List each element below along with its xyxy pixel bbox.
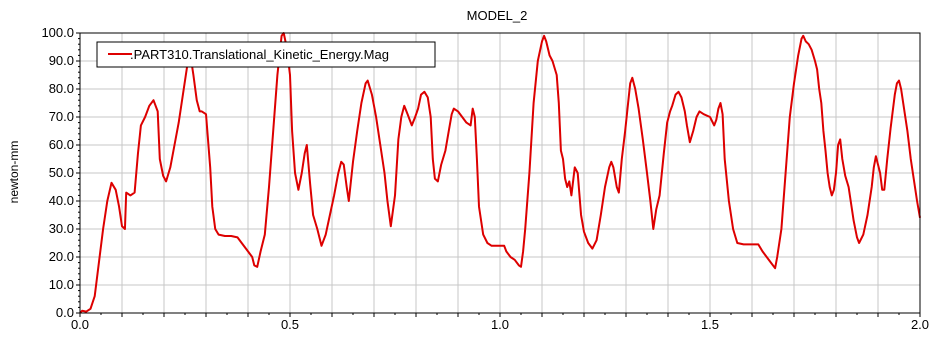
y-tick-label: 40.0 (49, 193, 74, 208)
legend-box (96, 41, 436, 68)
chart-title: MODEL_2 (467, 8, 528, 23)
y-tick-label: 90.0 (49, 53, 74, 68)
x-axis: 0.0 0.5 1.0 1.5 2.0 (71, 313, 929, 332)
grid (79, 32, 921, 314)
series-line (79, 32, 921, 314)
y-tick-label: 30.0 (49, 221, 74, 236)
y-tick-label: 100.0 (41, 25, 74, 40)
y-tick-label: 60.0 (49, 137, 74, 152)
x-tick-label: 1.0 (491, 317, 509, 332)
y-tick-label: 50.0 (49, 165, 74, 180)
x-tick-label: 2.0 (911, 317, 929, 332)
series-layer (79, 32, 921, 314)
y-tick-label: 10.0 (49, 277, 74, 292)
y-tick-label: 20.0 (49, 249, 74, 264)
x-tick-label: 0.5 (281, 317, 299, 332)
y-tick-label: 80.0 (49, 81, 74, 96)
legend[interactable]: .PART310.Translational_Kinetic_Energy.Ma… (96, 41, 436, 68)
y-axis: 0.0 10.0 20.0 30.0 40.0 50.0 60.0 70.0 80.0 90.0 1… (41, 25, 80, 320)
legend-label: .PART310.Translational_Kinetic_Energy.Ma… (130, 47, 389, 62)
y-axis-label: newton-mm (7, 141, 21, 204)
x-tick-label: 1.5 (701, 317, 719, 332)
y-tick-label: 70.0 (49, 109, 74, 124)
x-tick-label: 0.0 (71, 317, 89, 332)
y-tick-label: 0.0 (56, 305, 74, 320)
